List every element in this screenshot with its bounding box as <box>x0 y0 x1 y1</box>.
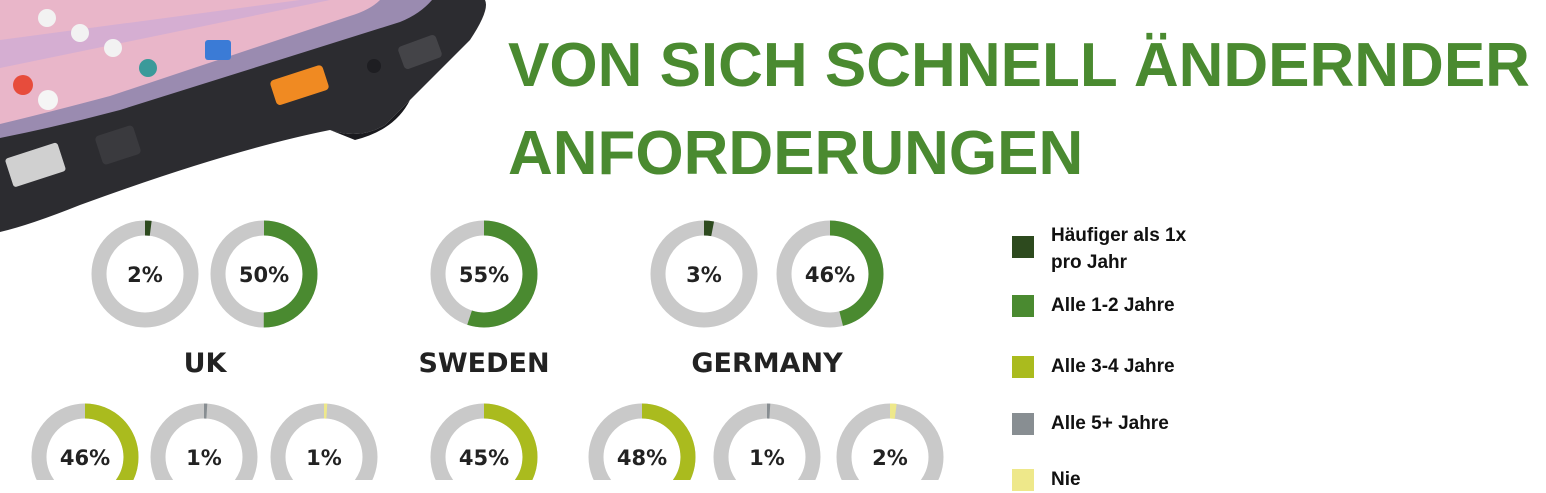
rugged-handheld-device-image <box>0 0 486 232</box>
donut-segment <box>588 403 696 480</box>
country-label: UK <box>184 348 228 379</box>
legend-swatch <box>1012 356 1034 378</box>
donut-segment <box>430 403 538 480</box>
title-line-1: VON SICH SCHNELL ÄNDERNDER <box>508 31 1530 100</box>
legend-swatch <box>1012 469 1034 491</box>
legend-swatch <box>1012 236 1034 258</box>
legend-label: Alle 1-2 Jahre <box>1051 295 1175 316</box>
donut-value-label: 2% <box>872 446 908 470</box>
donut: 1% <box>270 403 378 480</box>
legend-item: Häufiger als 1x pro Jahr <box>1012 222 1201 276</box>
donut-segment <box>776 220 884 328</box>
donut-segment <box>713 403 821 480</box>
legend-label: Alle 5+ Jahre <box>1051 413 1169 434</box>
donut-segment <box>91 220 199 328</box>
legend-item: Alle 3-4 Jahre <box>1012 353 1251 380</box>
donut-value-label: 50% <box>239 263 289 287</box>
donut-segment <box>31 403 139 480</box>
donut: 50% <box>210 220 318 328</box>
legend-swatch <box>1012 295 1034 317</box>
donut: 3% <box>650 220 758 328</box>
donut-value-label: 1% <box>306 446 342 470</box>
legend-item: Alle 5+ Jahre <box>1012 410 1251 437</box>
title-line-2: ANFORDERUNGEN <box>508 119 1084 188</box>
donut: 1% <box>150 403 258 480</box>
donut: 2% <box>91 220 199 328</box>
legend-label: Alle 3-4 Jahre <box>1051 356 1175 377</box>
donut: 55% <box>430 220 538 328</box>
donut: 1% <box>713 403 821 480</box>
donut: 46% <box>31 403 139 480</box>
page-title: VON SICH SCHNELL ÄNDERNDER ANFORDERUNGEN <box>508 22 1530 198</box>
country-group-sweden: 55% 45% SWEDEN <box>418 220 550 480</box>
donut-value-label: 46% <box>805 263 855 287</box>
legend-label: Häufiger als 1x pro Jahr <box>1051 225 1187 273</box>
chart-legend: Häufiger als 1x pro Jahr Alle 1-2 Jahre … <box>1012 222 1312 491</box>
donut-segment <box>430 220 538 328</box>
donut-value-label: 1% <box>749 446 785 470</box>
donut-value-label: 46% <box>60 446 110 470</box>
donut-segment <box>836 403 944 480</box>
donut-segment <box>150 403 258 480</box>
country-group-uk: 2% 50% 46% 1% 1% UK <box>31 220 378 480</box>
donut-value-label: 48% <box>617 446 667 470</box>
donut-segment <box>210 220 318 328</box>
donut: 45% <box>430 403 538 480</box>
donut-segment <box>270 403 378 480</box>
donut-value-label: 55% <box>459 263 509 287</box>
donut: 48% <box>588 403 696 480</box>
donut-value-label: 2% <box>127 263 163 287</box>
country-group-germany: 3% 46% 48% 1% 2% GERMANY <box>588 220 944 480</box>
donut-value-label: 45% <box>459 446 509 470</box>
legend-item: Alle 1-2 Jahre <box>1012 292 1251 319</box>
donut: 2% <box>836 403 944 480</box>
donut-chart: 2% 50% 46% 1% 1% UK 55% 45% SWEDEN 3% 46% 48% 1% 2% GE… <box>31 220 944 480</box>
country-label: SWEDEN <box>418 348 549 379</box>
donut-segment <box>650 220 758 328</box>
legend-swatch <box>1012 413 1034 435</box>
donut-value-label: 1% <box>186 446 222 470</box>
country-label: GERMANY <box>691 348 843 379</box>
donut-value-label: 3% <box>686 263 722 287</box>
donut: 46% <box>776 220 884 328</box>
